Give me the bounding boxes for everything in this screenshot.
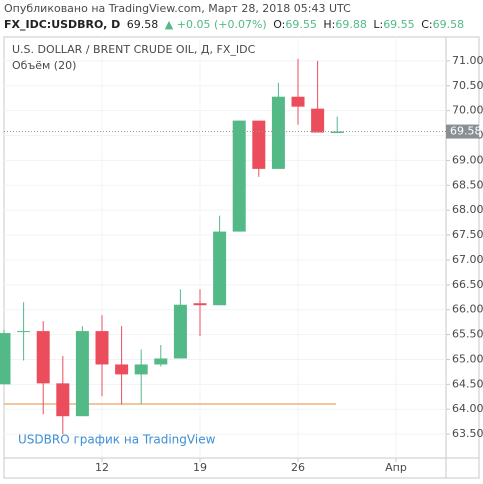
x-tick-label: Апр (385, 461, 407, 474)
x-tick-label: 26 (291, 461, 305, 474)
y-tick-label: 68.00 (452, 203, 483, 216)
symbol: FX_IDC:USDBRO, D (4, 18, 120, 31)
c-value: 69.58 (433, 18, 465, 31)
candle-body (252, 120, 266, 169)
candle-body (173, 304, 187, 359)
candle-body (232, 120, 246, 232)
candle-body (154, 358, 168, 365)
candle-body (36, 331, 50, 384)
y-tick-label: 66.00 (452, 303, 483, 316)
candle-body (56, 383, 70, 417)
x-tick-label: 12 (95, 461, 109, 474)
chart-frame (3, 36, 480, 479)
y-tick-label: 63.50 (452, 427, 483, 440)
price: 69.58 (127, 18, 159, 31)
candle-body (330, 131, 344, 134)
c-label: C: (421, 18, 432, 31)
y-tick-label: 70.50 (452, 79, 483, 92)
o-value: 69.55 (285, 18, 317, 31)
candle-body (271, 96, 285, 169)
chart-title: U.S. DOLLAR / BRENT CRUDE OIL, Д, FX_IDC (12, 43, 256, 56)
y-tick-label: 67.00 (452, 253, 483, 266)
candle-body (17, 331, 31, 333)
watermark: USDBRO график на TradingView (18, 433, 216, 447)
candle-body (134, 364, 148, 375)
last-price-label: 69.58 (450, 125, 482, 138)
candle-body (95, 331, 109, 365)
change: ▲ +0.05 (+0.07%) (165, 18, 267, 31)
candle-body (291, 96, 305, 107)
x-tick-label: 19 (193, 461, 207, 474)
candle-body (115, 364, 129, 375)
y-tick-label: 66.50 (452, 278, 483, 291)
l-label: L: (373, 18, 383, 31)
h-label: H: (323, 18, 335, 31)
ohlc-line: FX_IDC:USDBRO, D 69.58 ▲ +0.05 (+0.07%) … (4, 18, 464, 31)
y-tick-label: 65.50 (452, 328, 483, 341)
y-tick-label: 64.50 (452, 377, 483, 390)
candle-body (75, 331, 89, 417)
candle-body (213, 231, 227, 306)
y-tick-label: 68.50 (452, 178, 483, 191)
y-tick-label: 67.50 (452, 228, 483, 241)
candle-body (193, 303, 207, 306)
last-price-box (446, 124, 479, 139)
h-value: 69.88 (335, 18, 367, 31)
y-tick-label: 65.00 (452, 352, 483, 365)
indicator-label: Объём (20) (12, 59, 76, 72)
candle-body (0, 333, 11, 385)
published-note: Опубликовано на TradingView.com, Март 28… (4, 2, 351, 15)
y-tick-label: 71.00 (452, 54, 483, 67)
y-tick-label: 70.00 (452, 104, 483, 117)
l-value: 69.55 (383, 18, 415, 31)
candle-body (311, 108, 325, 133)
y-tick-label: 64.00 (452, 402, 483, 415)
o-label: O: (273, 18, 285, 31)
y-tick-label: 69.00 (452, 153, 483, 166)
